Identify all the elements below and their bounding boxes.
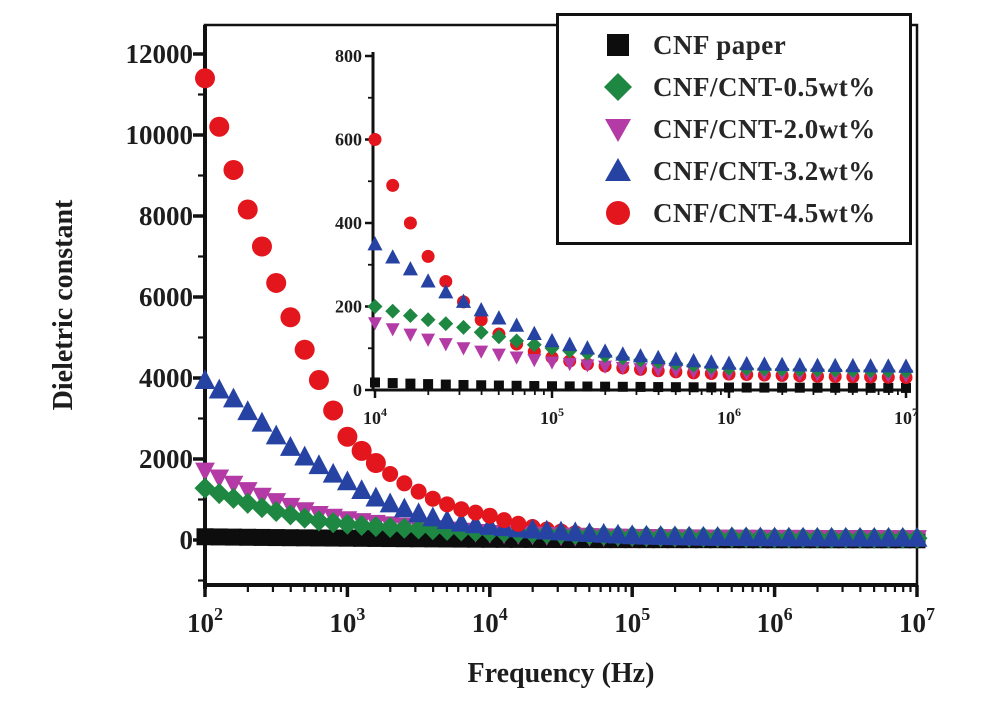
- svg-text:0: 0: [353, 380, 362, 400]
- svg-text:102: 102: [187, 604, 223, 638]
- legend-item-cnt-4-5: CNF/CNT-4.5wt%: [559, 194, 909, 232]
- svg-text:104: 104: [363, 405, 387, 428]
- svg-text:600: 600: [335, 130, 362, 150]
- circle-marker-icon: [606, 201, 630, 225]
- y-axis-title: Dieletric constant: [48, 199, 79, 410]
- triangle-up-marker-icon: [605, 158, 631, 181]
- svg-text:105: 105: [614, 604, 650, 638]
- svg-text:200: 200: [335, 297, 362, 317]
- legend-label: CNF/CNT-0.5wt%: [653, 71, 876, 102]
- diamond-marker-icon: [604, 73, 632, 101]
- legend-item-cnf-paper: CNF paper: [559, 26, 909, 64]
- svg-text:400: 400: [335, 213, 362, 233]
- legend-label: CNF paper: [653, 29, 787, 60]
- legend-label: CNF/CNT-2.0wt%: [653, 113, 876, 144]
- svg-text:107: 107: [899, 604, 935, 638]
- svg-text:104: 104: [472, 604, 508, 638]
- svg-text:103: 103: [329, 604, 365, 638]
- plot-layer: 102 103 104 105 106 1070200040006000800010000…: [126, 23, 935, 638]
- legend-item-cnt-2-0: CNF/CNT-2.0wt%: [559, 110, 909, 148]
- svg-text:107: 107: [894, 405, 918, 428]
- square-marker-icon: [607, 34, 629, 56]
- svg-text:800: 800: [335, 46, 362, 66]
- svg-text:106: 106: [717, 405, 741, 428]
- legend-label: CNF/CNT-4.5wt%: [653, 197, 876, 228]
- svg-text:8000: 8000: [139, 201, 193, 231]
- svg-text:12000: 12000: [126, 39, 194, 69]
- x-axis-title: Frequency (Hz): [468, 658, 655, 689]
- legend: CNF paper CNF/CNT-0.5wt% CNF/CNT-2.0wt% …: [556, 13, 912, 245]
- svg-text:2000: 2000: [139, 444, 193, 474]
- svg-text:6000: 6000: [139, 282, 193, 312]
- legend-item-cnt-0-5: CNF/CNT-0.5wt%: [559, 68, 909, 106]
- legend-item-cnt-3-2: CNF/CNT-3.2wt%: [559, 152, 909, 190]
- svg-text:105: 105: [540, 405, 564, 428]
- svg-text:10000: 10000: [126, 120, 194, 150]
- svg-text:4000: 4000: [139, 363, 193, 393]
- legend-label: CNF/CNT-3.2wt%: [653, 155, 876, 186]
- svg-text:106: 106: [757, 604, 793, 638]
- svg-text:0: 0: [180, 525, 194, 555]
- triangle-down-marker-icon: [605, 119, 631, 142]
